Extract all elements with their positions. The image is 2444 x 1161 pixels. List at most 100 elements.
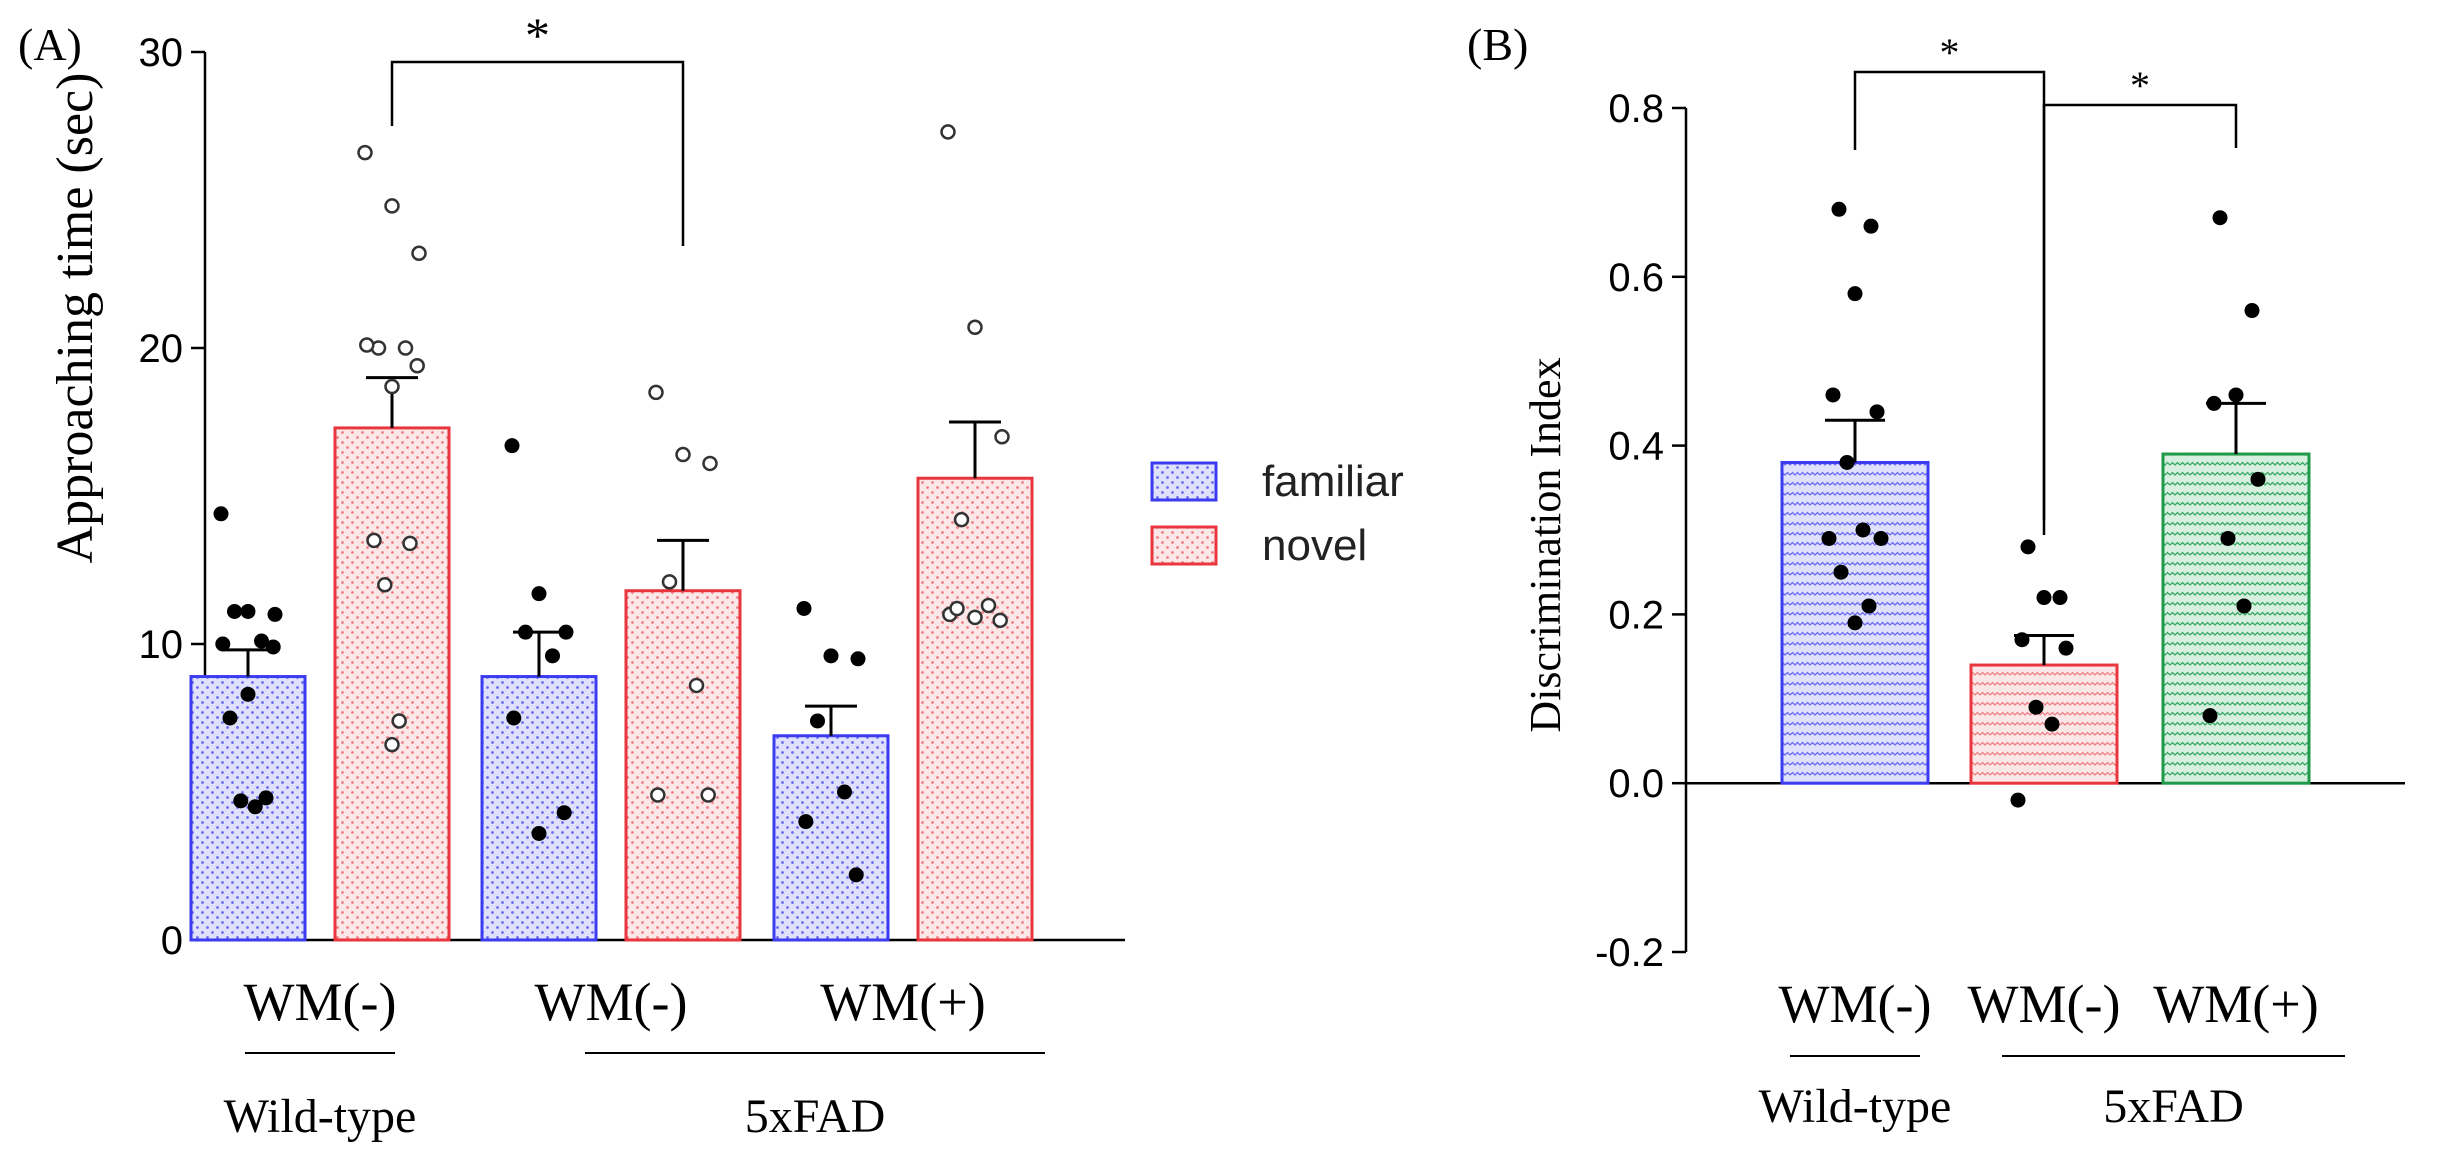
panel-a-point-novel <box>675 446 691 463</box>
panel-b-category-label: WM(+) <box>2153 974 2318 1034</box>
panel-b-point <box>2220 530 2236 546</box>
panel-b-group-label: 5xFAD <box>2103 1080 2243 1133</box>
panel-b-point <box>2058 640 2074 656</box>
panel-b-significance-bracket <box>1853 70 2046 520</box>
panel-b-significance-bracket <box>2042 103 2238 535</box>
panel-a-category-label: WM(+) <box>820 972 985 1032</box>
panel-a-point-novel <box>384 198 400 214</box>
panel-b-y-tick-label: -0.2 <box>1595 931 1664 975</box>
panel-a-point-familiar <box>240 686 256 702</box>
panel-a-point-familiar <box>213 506 229 522</box>
panel-b-point <box>1873 530 1889 546</box>
panel-a-y-axis-title: Approaching time (sec) <box>47 73 104 564</box>
panel-a-point-familiar <box>850 651 866 667</box>
panel-a-point-novel <box>359 337 375 353</box>
panel-a-point-familiar <box>247 799 263 815</box>
panel-b-y-tick-label: 0.2 <box>1608 593 1664 637</box>
panel-a-y-tick-label: 30 <box>139 31 184 75</box>
panel-b-y-tick-label: 0.0 <box>1608 762 1664 806</box>
panel-b-significance-label: * <box>2130 63 2150 108</box>
panel-b-point <box>2036 590 2052 606</box>
panel-a-point-novel <box>384 378 400 395</box>
panel-a-bar-familiar <box>480 675 598 942</box>
panel-a-point-familiar <box>837 784 852 800</box>
panel-a-point-novel <box>992 612 1008 629</box>
panel-a-point-familiar <box>798 814 814 830</box>
panel-a-point-novel <box>994 429 1010 445</box>
panel-b-point <box>1839 454 1855 470</box>
legend: familiar novel <box>1150 457 1404 570</box>
panel-a-y-tick-label: 10 <box>139 623 184 667</box>
panel-b-point <box>2206 395 2222 411</box>
legend-swatch-novel <box>1150 525 1218 566</box>
panel-a-group-label: Wild-type <box>224 1090 417 1143</box>
panel-b-point <box>2014 632 2030 648</box>
panel-b-category-label: WM(-) <box>1968 974 2121 1034</box>
panel-a-significance-bracket <box>390 60 685 246</box>
panel-a-point-familiar <box>504 438 520 454</box>
legend-swatch-familiar <box>1150 461 1218 502</box>
panel-a-bar-novel <box>916 476 1034 942</box>
legend-label-novel: novel <box>1262 521 1367 570</box>
panel-b-point <box>1855 522 1871 538</box>
panel-a-point-novel <box>391 713 407 729</box>
panel-a-bar-familiar <box>189 675 307 942</box>
panel-b-point <box>2202 708 2218 724</box>
panel-b-point <box>2236 598 2252 614</box>
legend-label-familiar: familiar <box>1262 457 1404 506</box>
panel-b-point <box>1825 387 1841 403</box>
panel-a-bar-novel <box>624 589 742 942</box>
panel-a-point-novel <box>967 609 983 626</box>
panel-b-y-tick-label: 0.8 <box>1608 87 1664 131</box>
panel-a-bar-familiar <box>772 734 890 942</box>
panel-a-point-novel <box>967 319 983 336</box>
panel-b-bar <box>2161 452 2311 785</box>
panel-a-point-familiar <box>265 639 281 655</box>
panel-a-point-familiar <box>823 648 839 664</box>
panel-b-point <box>1821 530 1837 546</box>
panel-a-group-label: 5xFAD <box>745 1090 885 1143</box>
panel-a-point-novel <box>397 340 414 356</box>
panel-a-point-familiar <box>254 633 269 649</box>
panel-b-point <box>2010 792 2026 808</box>
panel-a-point-familiar <box>222 710 238 726</box>
panel-a-category-label: WM(-) <box>244 972 397 1032</box>
panel-a-category-label: WM(-) <box>535 972 688 1032</box>
panel-b-point <box>1833 564 1849 580</box>
panel-b-bar <box>1969 663 2119 785</box>
panel-a-point-familiar <box>848 867 864 883</box>
panel-a-point-familiar <box>558 624 574 640</box>
panel-b-point <box>2044 716 2060 732</box>
panel-b-label: (B) <box>1467 19 1528 70</box>
panel-a-point-novel <box>949 600 965 617</box>
panel-a-significance-label: * <box>525 7 550 63</box>
panel-b-y-tick-label: 0.4 <box>1608 425 1664 469</box>
panel-a-point-novel <box>953 511 970 528</box>
panel-b-y-tick-label: 0.6 <box>1608 256 1664 300</box>
panel-a-point-novel <box>661 574 678 590</box>
panel-a-point-familiar <box>796 600 812 616</box>
panel-b-point <box>1847 615 1863 631</box>
panel-a-point-familiar <box>267 606 283 622</box>
panel-b-point <box>1831 201 1847 217</box>
panel-b-significance-label: * <box>1940 30 1960 75</box>
panel-a-y-tick-label: 0 <box>161 919 183 963</box>
panel-a-point-familiar <box>506 710 522 726</box>
panel-b-point <box>2052 590 2068 606</box>
panel-a-y-tick-label: 20 <box>139 327 184 371</box>
panel-a-point-novel <box>940 124 956 140</box>
panel-b-group-label: Wild-type <box>1759 1080 1952 1133</box>
panel-a-point-novel <box>409 358 425 374</box>
panel-b-point <box>1861 598 1877 614</box>
panel-a-point-familiar <box>531 825 547 841</box>
panel-a-point-familiar <box>531 586 547 602</box>
panel-a-point-novel <box>402 535 418 552</box>
panel-b-point <box>2250 471 2266 487</box>
panel-b-point <box>2028 699 2044 715</box>
panel-a-point-novel <box>702 455 718 472</box>
panel-a-bar-novel <box>333 426 451 942</box>
panel-a-point-novel <box>357 144 373 161</box>
panel-b-point <box>2244 303 2260 319</box>
panel-a-point-novel <box>384 736 400 753</box>
panel-b-point <box>2020 539 2036 555</box>
